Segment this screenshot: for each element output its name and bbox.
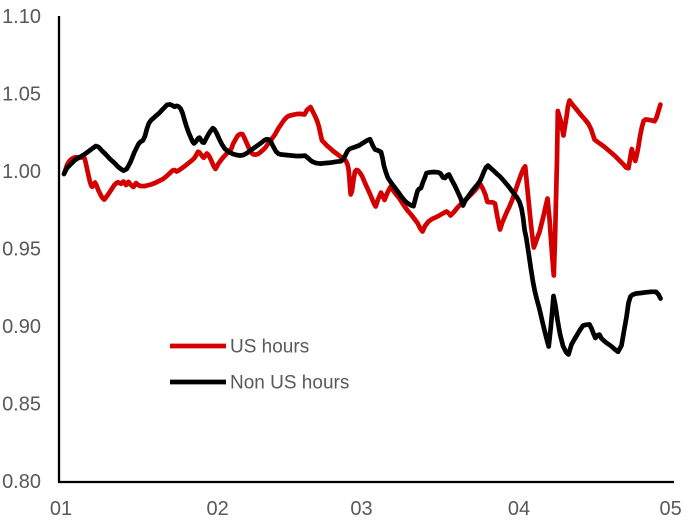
svg-text:Non US hours: Non US hours (230, 373, 349, 394)
svg-text:0.90: 0.90 (2, 316, 41, 338)
svg-text:04: 04 (508, 498, 530, 520)
svg-text:05: 05 (659, 498, 681, 520)
svg-text:1.00: 1.00 (2, 161, 41, 183)
svg-text:03: 03 (350, 498, 372, 520)
svg-text:1.10: 1.10 (2, 6, 41, 28)
svg-text:0.85: 0.85 (2, 394, 41, 416)
svg-text:0.95: 0.95 (2, 239, 41, 261)
svg-text:1.05: 1.05 (2, 84, 41, 106)
svg-text:02: 02 (206, 498, 228, 520)
svg-text:01: 01 (50, 498, 72, 520)
svg-text:US hours: US hours (230, 337, 309, 358)
svg-text:0.80: 0.80 (2, 471, 41, 493)
